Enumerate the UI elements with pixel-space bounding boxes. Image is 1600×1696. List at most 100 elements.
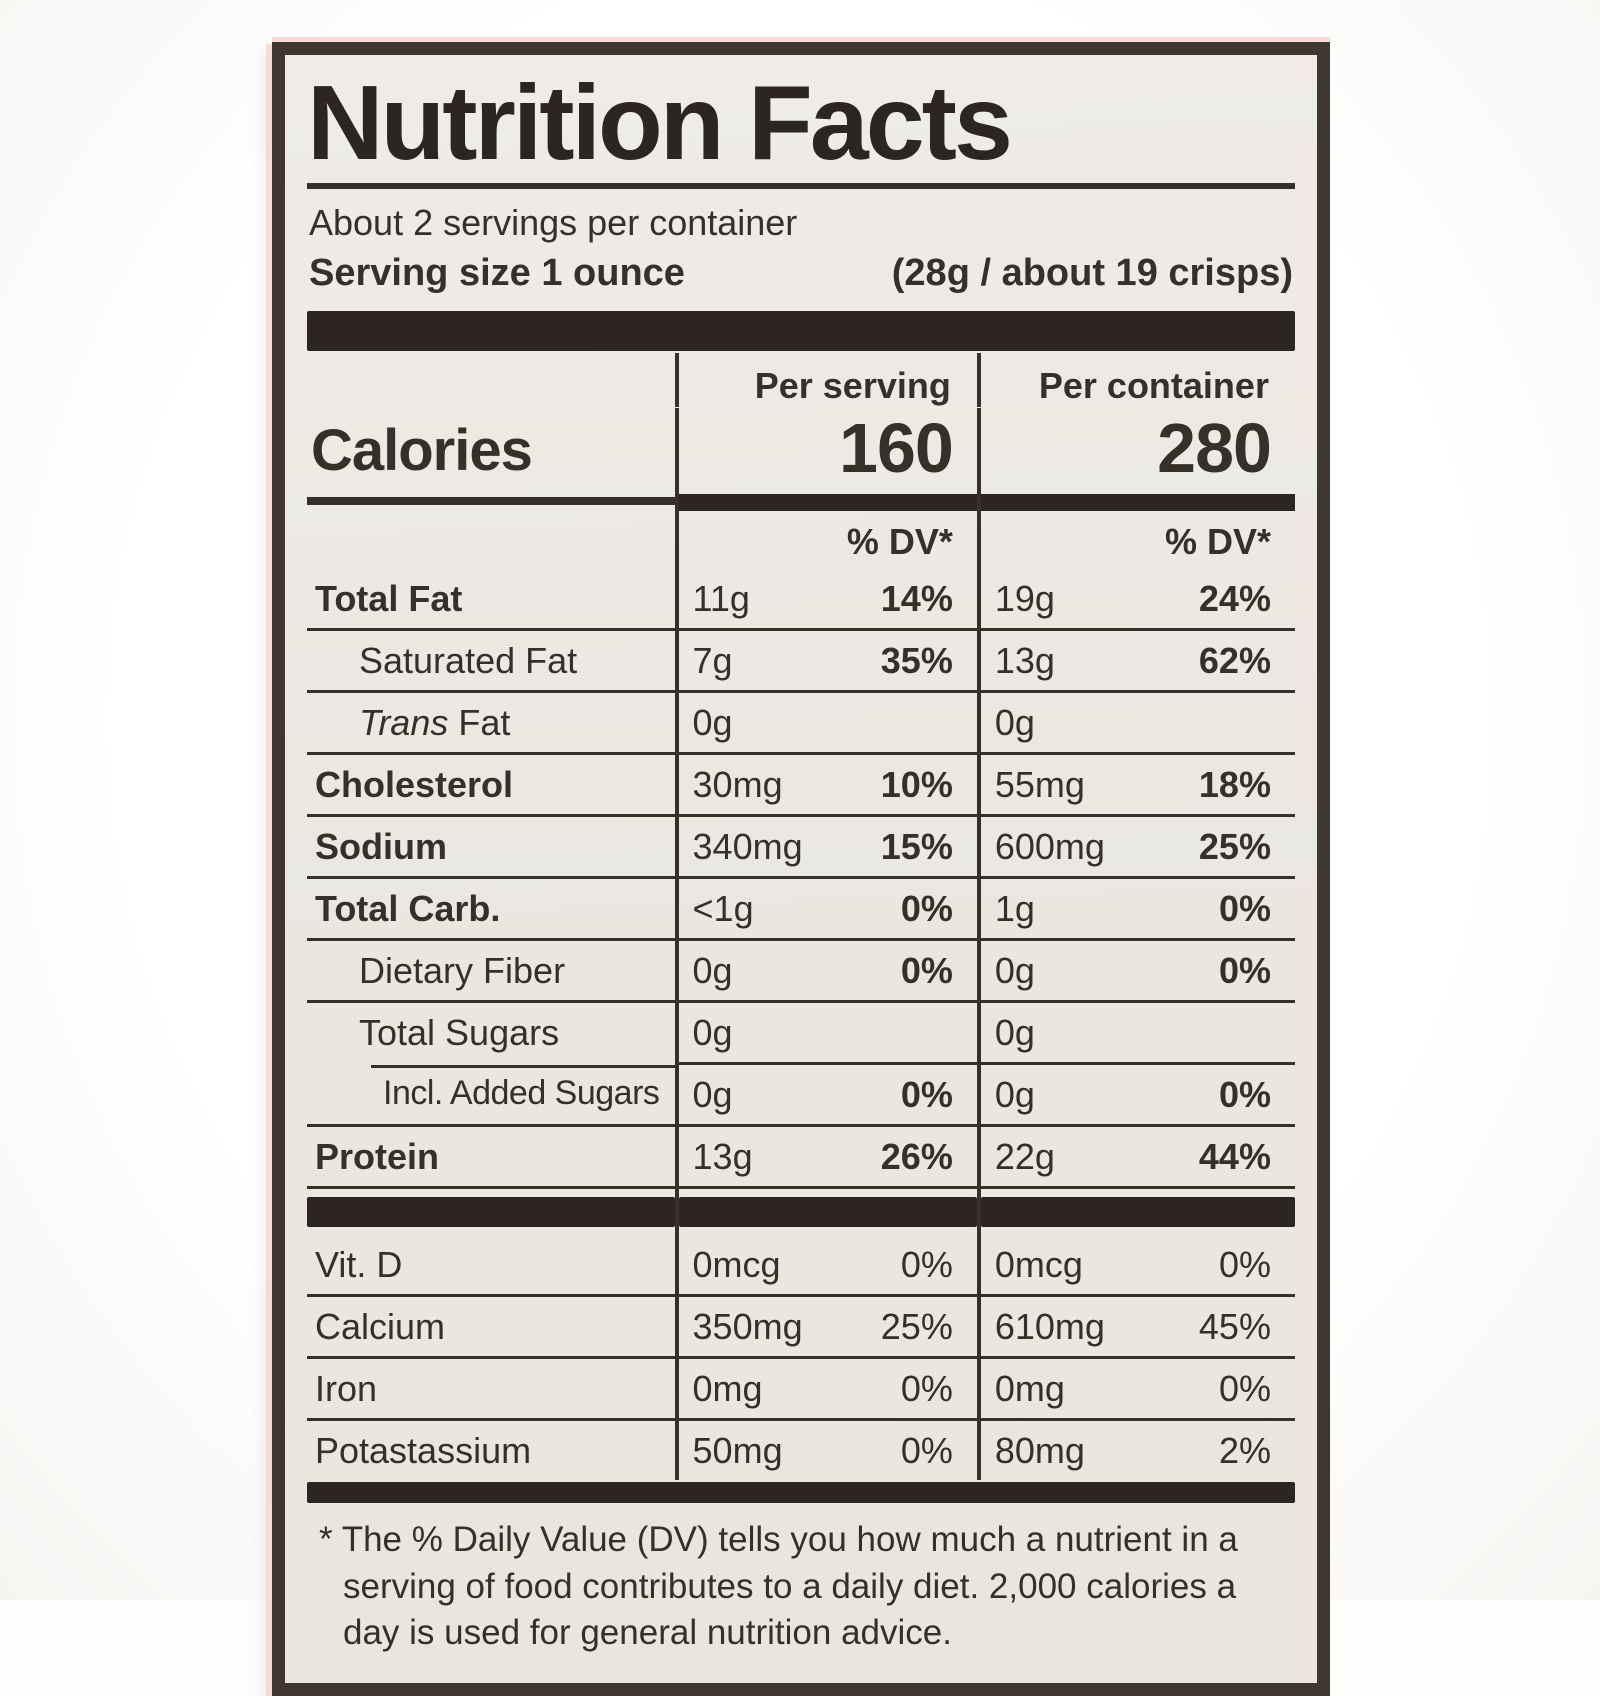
- serving-dv: 0%: [900, 1074, 953, 1116]
- micronutrient-row: Calcium 350mg 25% 610mg 45%: [307, 1297, 1295, 1360]
- calories-separator-row: [307, 492, 1295, 512]
- calories-per-serving: 160: [674, 408, 977, 493]
- column-header-row: Per serving Per container: [307, 353, 1295, 408]
- dv-header-row: % DV* % DV*: [307, 511, 1295, 570]
- per-container-values: 0g 0%: [976, 941, 1295, 1004]
- container-bar-cell: [976, 492, 1295, 512]
- nutrient-row: Trans Fat 0g 0g: [307, 693, 1295, 756]
- container-amount: 0g: [994, 702, 1035, 744]
- serving-amount: 0g: [692, 1012, 733, 1054]
- nutrient-name: Trans Fat: [307, 693, 675, 756]
- nutrient-row: Protein 13g 26% 22g 44%: [307, 1127, 1295, 1190]
- container-amount: 0g: [994, 950, 1035, 992]
- micronutrient-name: Iron: [307, 1359, 675, 1422]
- serving-amount: 0g: [692, 1074, 733, 1116]
- nutrient-name: Total Carb.: [307, 879, 675, 942]
- serving-size-row: Serving size 1 ounce (28g / about 19 cri…: [307, 248, 1295, 305]
- container-dv: 2%: [1218, 1430, 1271, 1472]
- nutrient-row: Cholesterol 30mg 10% 55mg 18%: [307, 755, 1295, 818]
- calories-rule: [307, 497, 675, 506]
- per-serving-values: 0g: [674, 693, 977, 756]
- serving-dv: 25%: [880, 1306, 953, 1348]
- container-amount: 0g: [994, 1074, 1035, 1116]
- serving-amount: 0g: [692, 702, 733, 744]
- dv-header-serving: % DV*: [674, 511, 977, 570]
- per-serving-values: <1g 0%: [674, 879, 977, 942]
- per-container-values: 0g: [976, 1003, 1295, 1066]
- per-container-values: 80mg 2%: [976, 1421, 1295, 1481]
- container-amount: 80mg: [994, 1430, 1085, 1472]
- nutrient-name: Cholesterol: [307, 755, 675, 818]
- nutrient-row: Saturated Fat 7g 35% 13g 62%: [307, 631, 1295, 694]
- serving-amount: 13g: [692, 1136, 753, 1178]
- container-amount: 13g: [994, 640, 1055, 682]
- micronutrient-name: Potastassium: [315, 1430, 532, 1472]
- container-dv: 18%: [1198, 764, 1271, 806]
- nutrient-name: Incl. Added Sugars: [307, 1065, 675, 1128]
- protein-separator-row: [307, 1189, 1295, 1236]
- serving-amount: 340mg: [692, 826, 803, 868]
- per-serving-header: Per serving: [674, 353, 977, 408]
- container-amount: 19g: [994, 578, 1055, 620]
- per-serving-values: 0g 0%: [674, 1065, 977, 1128]
- label-title: Nutrition Facts: [307, 64, 1013, 182]
- serving-dv: 0%: [900, 888, 953, 930]
- container-dv: 0%: [1218, 1368, 1271, 1410]
- nutrient-name: Dietary Fiber: [307, 941, 675, 1004]
- per-serving-values: 13g 26%: [674, 1127, 977, 1190]
- micronutrient-row: Potastassium 50mg 0% 80mg 2%: [307, 1421, 1295, 1481]
- dv-header-spacer: [307, 511, 675, 569]
- container-dv: 0%: [1218, 1074, 1271, 1116]
- nutrient-row: Total Fat 11g 14% 19g 24%: [307, 569, 1295, 632]
- per-container-values: 19g 24%: [976, 569, 1295, 632]
- separator-bar-left: [307, 1197, 675, 1228]
- serving-amount: 7g: [692, 640, 733, 682]
- daily-value-footnote: * The % Daily Value (DV) tells you how m…: [319, 1520, 1238, 1653]
- serving-dv: 15%: [880, 826, 953, 868]
- container-dv: 44%: [1198, 1136, 1271, 1178]
- nutrient-row: Incl. Added Sugars 0g 0% 0g 0%: [307, 1065, 1295, 1128]
- per-container-header: Per container: [976, 353, 1295, 408]
- serving-dv: 0%: [900, 1244, 953, 1286]
- serving-bar-cell: [674, 492, 977, 512]
- serving-dv: 0%: [900, 950, 953, 992]
- container-dv: 25%: [1198, 826, 1271, 868]
- serving-dv: 35%: [880, 640, 953, 682]
- title-rule: [307, 183, 1295, 190]
- container-amount: 610mg: [994, 1306, 1105, 1348]
- per-serving-values: 350mg 25%: [674, 1297, 977, 1360]
- serving-amount: 30mg: [692, 764, 783, 806]
- per-container-values: 1g 0%: [976, 879, 1295, 942]
- serving-dv: 14%: [880, 578, 953, 620]
- container-amount: 1g: [994, 888, 1035, 930]
- container-dv: 0%: [1218, 1244, 1271, 1286]
- separator-bar-cell-3: [976, 1189, 1295, 1236]
- nutrient-row: Sodium 340mg 15% 600mg 25%: [307, 817, 1295, 880]
- serving-amount: 50mg: [692, 1430, 783, 1472]
- calories-per-container: 280: [976, 408, 1295, 493]
- section-bar-bottom: [307, 1482, 1295, 1504]
- container-amount: 55mg: [994, 764, 1085, 806]
- nutrient-name: Sodium: [307, 817, 675, 880]
- serving-amount: <1g: [692, 888, 754, 930]
- serving-dv: 0%: [900, 1368, 953, 1410]
- micronutrient-rows-mount: Vit. D 0mcg 0% 0mcg 0% Calcium 350mg 25%…: [307, 1235, 1295, 1481]
- per-container-values: 22g 44%: [976, 1127, 1295, 1190]
- micronutrient-name: Vit. D: [307, 1235, 675, 1298]
- calories-label: Calories: [311, 418, 533, 484]
- dv-header-container: % DV*: [976, 511, 1295, 570]
- column-header-spacer: [307, 353, 675, 407]
- micronutrient-row: Iron 0mg 0% 0mg 0%: [307, 1359, 1295, 1422]
- container-amount: 600mg: [994, 826, 1105, 868]
- per-serving-values: 0mg 0%: [674, 1359, 977, 1422]
- container-dv: 0%: [1218, 950, 1271, 992]
- per-serving-values: 0g: [674, 1003, 977, 1066]
- serving-amount: 350mg: [692, 1306, 803, 1348]
- nutrient-row: Dietary Fiber 0g 0% 0g 0%: [307, 941, 1295, 1004]
- per-serving-values: 30mg 10%: [674, 755, 977, 818]
- per-serving-values: 11g 14%: [674, 569, 977, 632]
- container-amount: 0g: [994, 1012, 1035, 1054]
- per-container-values: 0mcg 0%: [976, 1235, 1295, 1298]
- calories-row: Calories 160 280: [307, 407, 1295, 493]
- per-serving-values: 7g 35%: [674, 631, 977, 694]
